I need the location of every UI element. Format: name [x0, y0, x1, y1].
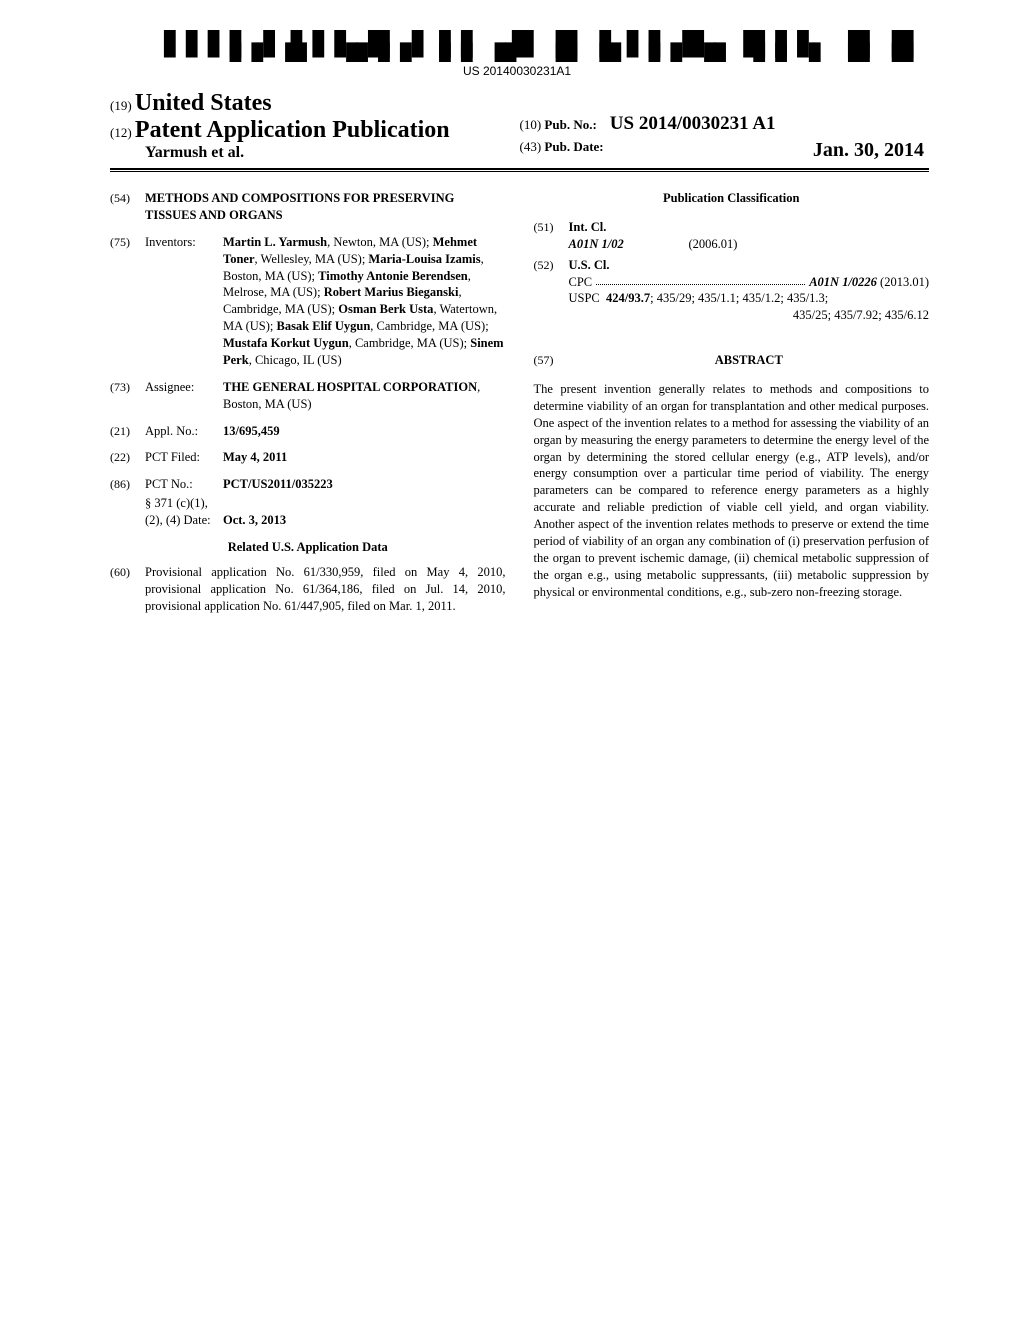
int-cl-year: (2006.01): [689, 236, 738, 253]
divider-thick: [110, 168, 929, 170]
code-22: (22): [110, 449, 145, 465]
abstract-heading: ABSTRACT: [715, 353, 783, 367]
barcode-block: ▌▌▌▌▐ ▌▌▌▐▌▐ ▌▌ ▐▌▐▌▐ ▌▌▐▌ ▐▌▌▌ ▐▌▐▌ ▌▌▐…: [110, 30, 929, 80]
code-86: (86): [110, 476, 145, 492]
divider-thin: [110, 171, 929, 172]
appl-no-value: 13/695,459: [223, 423, 506, 440]
code-54: (54): [110, 190, 145, 206]
int-cl-code: A01N 1/02: [569, 237, 624, 251]
pct-filed-value: May 4, 2011: [223, 449, 506, 466]
code-19: (19): [110, 98, 132, 113]
left-column: (54) METHODS AND COMPOSITIONS FOR PRESER…: [110, 190, 506, 624]
appl-no-label: Appl. No.:: [145, 423, 223, 440]
code-73: (73): [110, 379, 145, 395]
provisional-text: Provisional application No. 61/330,959, …: [145, 564, 506, 615]
code-52: (52): [534, 257, 569, 273]
pct-filed-label: PCT Filed:: [145, 449, 223, 466]
inventors-label: Inventors:: [145, 234, 223, 251]
assignee-value: THE GENERAL HOSPITAL CORPORATION, Boston…: [223, 379, 506, 413]
pub-type: Patent Application Publication: [135, 117, 450, 143]
code-60: (60): [110, 564, 145, 580]
us-cl-label: U.S. Cl.: [569, 258, 610, 272]
s371-label: § 371 (c)(1),: [145, 495, 506, 512]
cpc-value: A01N 1/0226 (2013.01): [809, 274, 929, 291]
pub-no-value: US 2014/0030231 A1: [610, 113, 776, 134]
code-21: (21): [110, 423, 145, 439]
assignee-name: THE GENERAL HOSPITAL CORPORATION: [223, 380, 477, 394]
country-name: United States: [135, 90, 272, 116]
pct-no-value: PCT/US2011/035223: [223, 476, 506, 493]
related-heading: Related U.S. Application Data: [110, 539, 506, 556]
pub-date-value: Jan. 30, 2014: [813, 139, 929, 162]
patent-title: METHODS AND COMPOSITIONS FOR PRESERVING …: [145, 190, 506, 224]
pub-date-label: Pub. Date:: [544, 139, 603, 154]
pub-no-line: (10) Pub. No.: US 2014/0030231 A1: [520, 113, 930, 135]
classification-heading: Publication Classification: [534, 190, 930, 207]
code-51: (51): [534, 219, 569, 235]
cpc-dots: [596, 274, 805, 285]
authors-short: Yarmush et al.: [110, 144, 520, 162]
country-line: (19) United States: [110, 90, 520, 117]
s371-date-label: (2), (4) Date:: [145, 512, 223, 529]
inventors-list: Martin L. Yarmush, Newton, MA (US); Mehm…: [223, 234, 506, 369]
barcode-text: US 20140030231A1: [110, 64, 924, 78]
pub-no-label: Pub. No.:: [544, 117, 596, 132]
pub-date-line: (43) Pub. Date: Jan. 30, 2014: [520, 139, 930, 155]
code-75: (75): [110, 234, 145, 250]
abstract-text: The present invention generally relates …: [534, 381, 930, 600]
cpc-label: CPC: [569, 274, 593, 291]
assignee-label: Assignee:: [145, 379, 223, 396]
s371-date-value: Oct. 3, 2013: [223, 512, 506, 529]
code-10: (10): [520, 117, 542, 132]
code-43: (43): [520, 139, 542, 154]
code-57: (57): [534, 352, 569, 368]
code-12: (12): [110, 125, 132, 140]
barcode-lines: ▌▌▌▌▐ ▌▌▌▐▌▐ ▌▌ ▐▌▐▌▐ ▌▌▐▌ ▐▌▌▌ ▐▌▐▌ ▌▌▐…: [110, 30, 924, 62]
int-cl-label: Int. Cl.: [569, 220, 607, 234]
pub-type-line: (12) Patent Application Publication: [110, 117, 520, 144]
right-column: Publication Classification (51) Int. Cl.…: [534, 190, 930, 624]
pct-no-label: PCT No.:: [145, 476, 223, 493]
